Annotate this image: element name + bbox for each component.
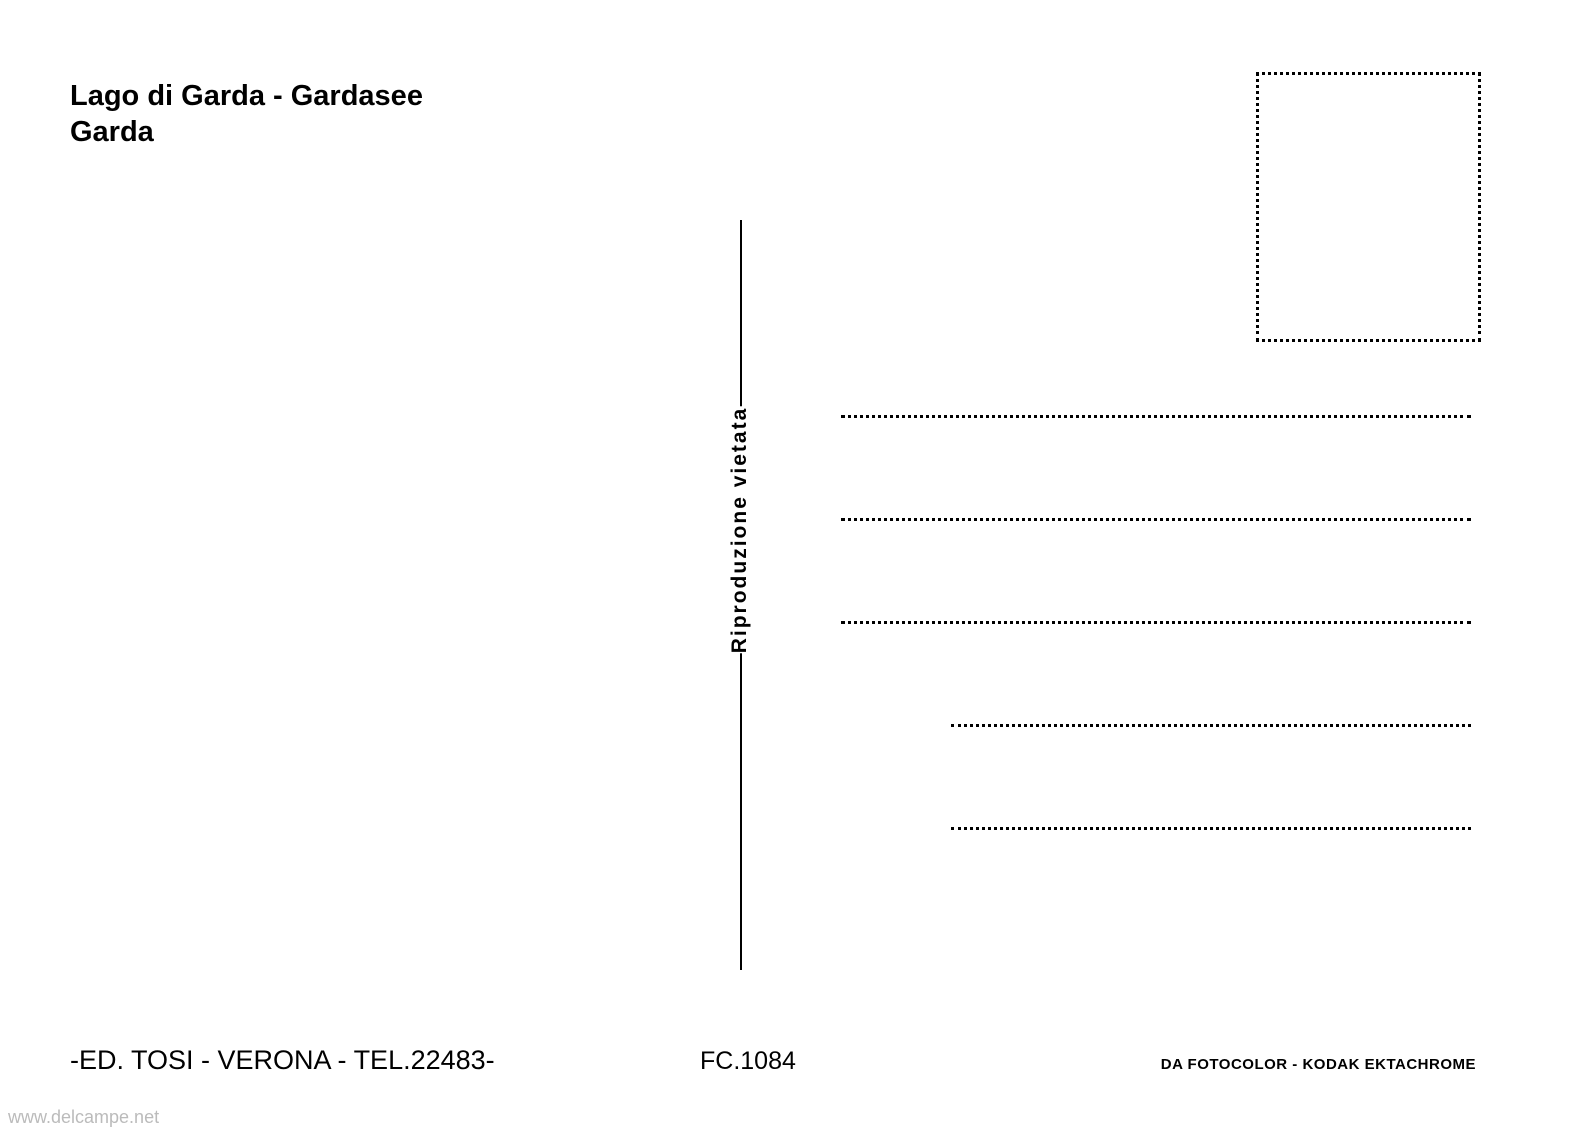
address-line-4 [951,724,1471,727]
watermark: www.delcampe.net [8,1107,159,1128]
title-line-1: Lago di Garda - Gardasee [70,78,423,114]
postcard-back: Lago di Garda - Gardasee Garda Riproduzi… [0,0,1571,1131]
photo-credit: DA FOTOCOLOR - KODAK EKTACHROME [1161,1056,1476,1073]
address-area [841,415,1471,930]
location-title: Lago di Garda - Gardasee Garda [70,78,423,151]
copyright-text: Riproduzione vietata [718,407,762,654]
item-code: FC.1084 [700,1047,796,1076]
publisher-info: -ED. TOSI - VERONA - TEL.22483- [70,1045,495,1076]
address-line-5 [951,827,1471,830]
address-line-1 [841,415,1471,418]
address-line-2 [841,518,1471,521]
copyright-wrapper: Riproduzione vietata [617,508,864,552]
stamp-placeholder [1256,72,1481,342]
address-line-3 [841,621,1471,624]
title-line-2: Garda [70,114,423,150]
